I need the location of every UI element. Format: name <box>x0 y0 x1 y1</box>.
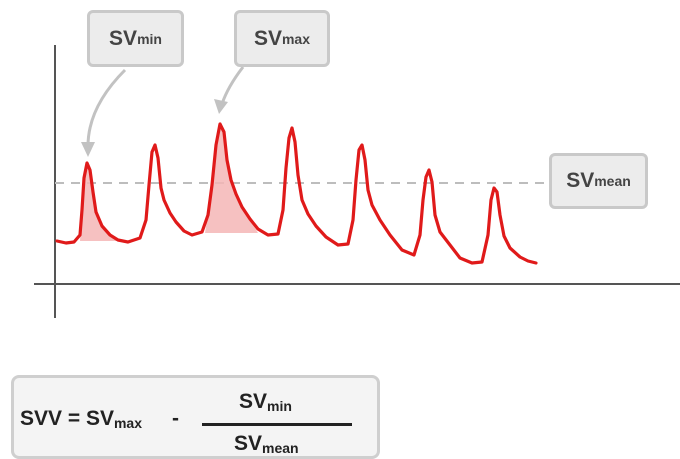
formula-minus: - <box>172 407 179 430</box>
svv-equals: SVV = <box>20 407 86 430</box>
sv-min-arrow <box>86 68 127 147</box>
sv-mean-label: SV mean <box>549 153 648 209</box>
max-subscript: max <box>281 30 311 47</box>
formula-max-subscript: max <box>113 415 142 431</box>
fraction-bar <box>202 423 352 426</box>
svv-formula-box: SVV = SVmax - SVmin SVmean <box>11 375 380 459</box>
sv-text: SV <box>253 26 282 50</box>
formula-lhs: SVV = SVmax <box>20 407 142 431</box>
sv-min-area <box>80 163 118 241</box>
sv-max-label: SV max <box>234 10 330 67</box>
sv-min-arrowhead <box>81 142 95 157</box>
formula-mean-subscript: mean <box>262 440 299 456</box>
formula-sv: SV <box>85 407 114 430</box>
formula-sv: SV <box>239 390 268 413</box>
sv-min-label: SV min <box>87 10 184 67</box>
formula-min-subscript: min <box>267 398 292 414</box>
formula-denominator: SVmean <box>234 432 299 456</box>
formula-numerator: SVmin <box>239 390 292 414</box>
mean-subscript: mean <box>594 173 631 189</box>
min-subscript: min <box>137 30 162 47</box>
formula-sv: SV <box>234 432 263 455</box>
sv-max-area <box>205 122 258 233</box>
stroke-volume-waveform <box>55 122 538 265</box>
sv-text: SV <box>566 169 595 192</box>
sv-max-arrow <box>220 66 245 105</box>
sv-max-arrowhead <box>214 99 228 114</box>
sv-text: SV <box>109 26 138 50</box>
